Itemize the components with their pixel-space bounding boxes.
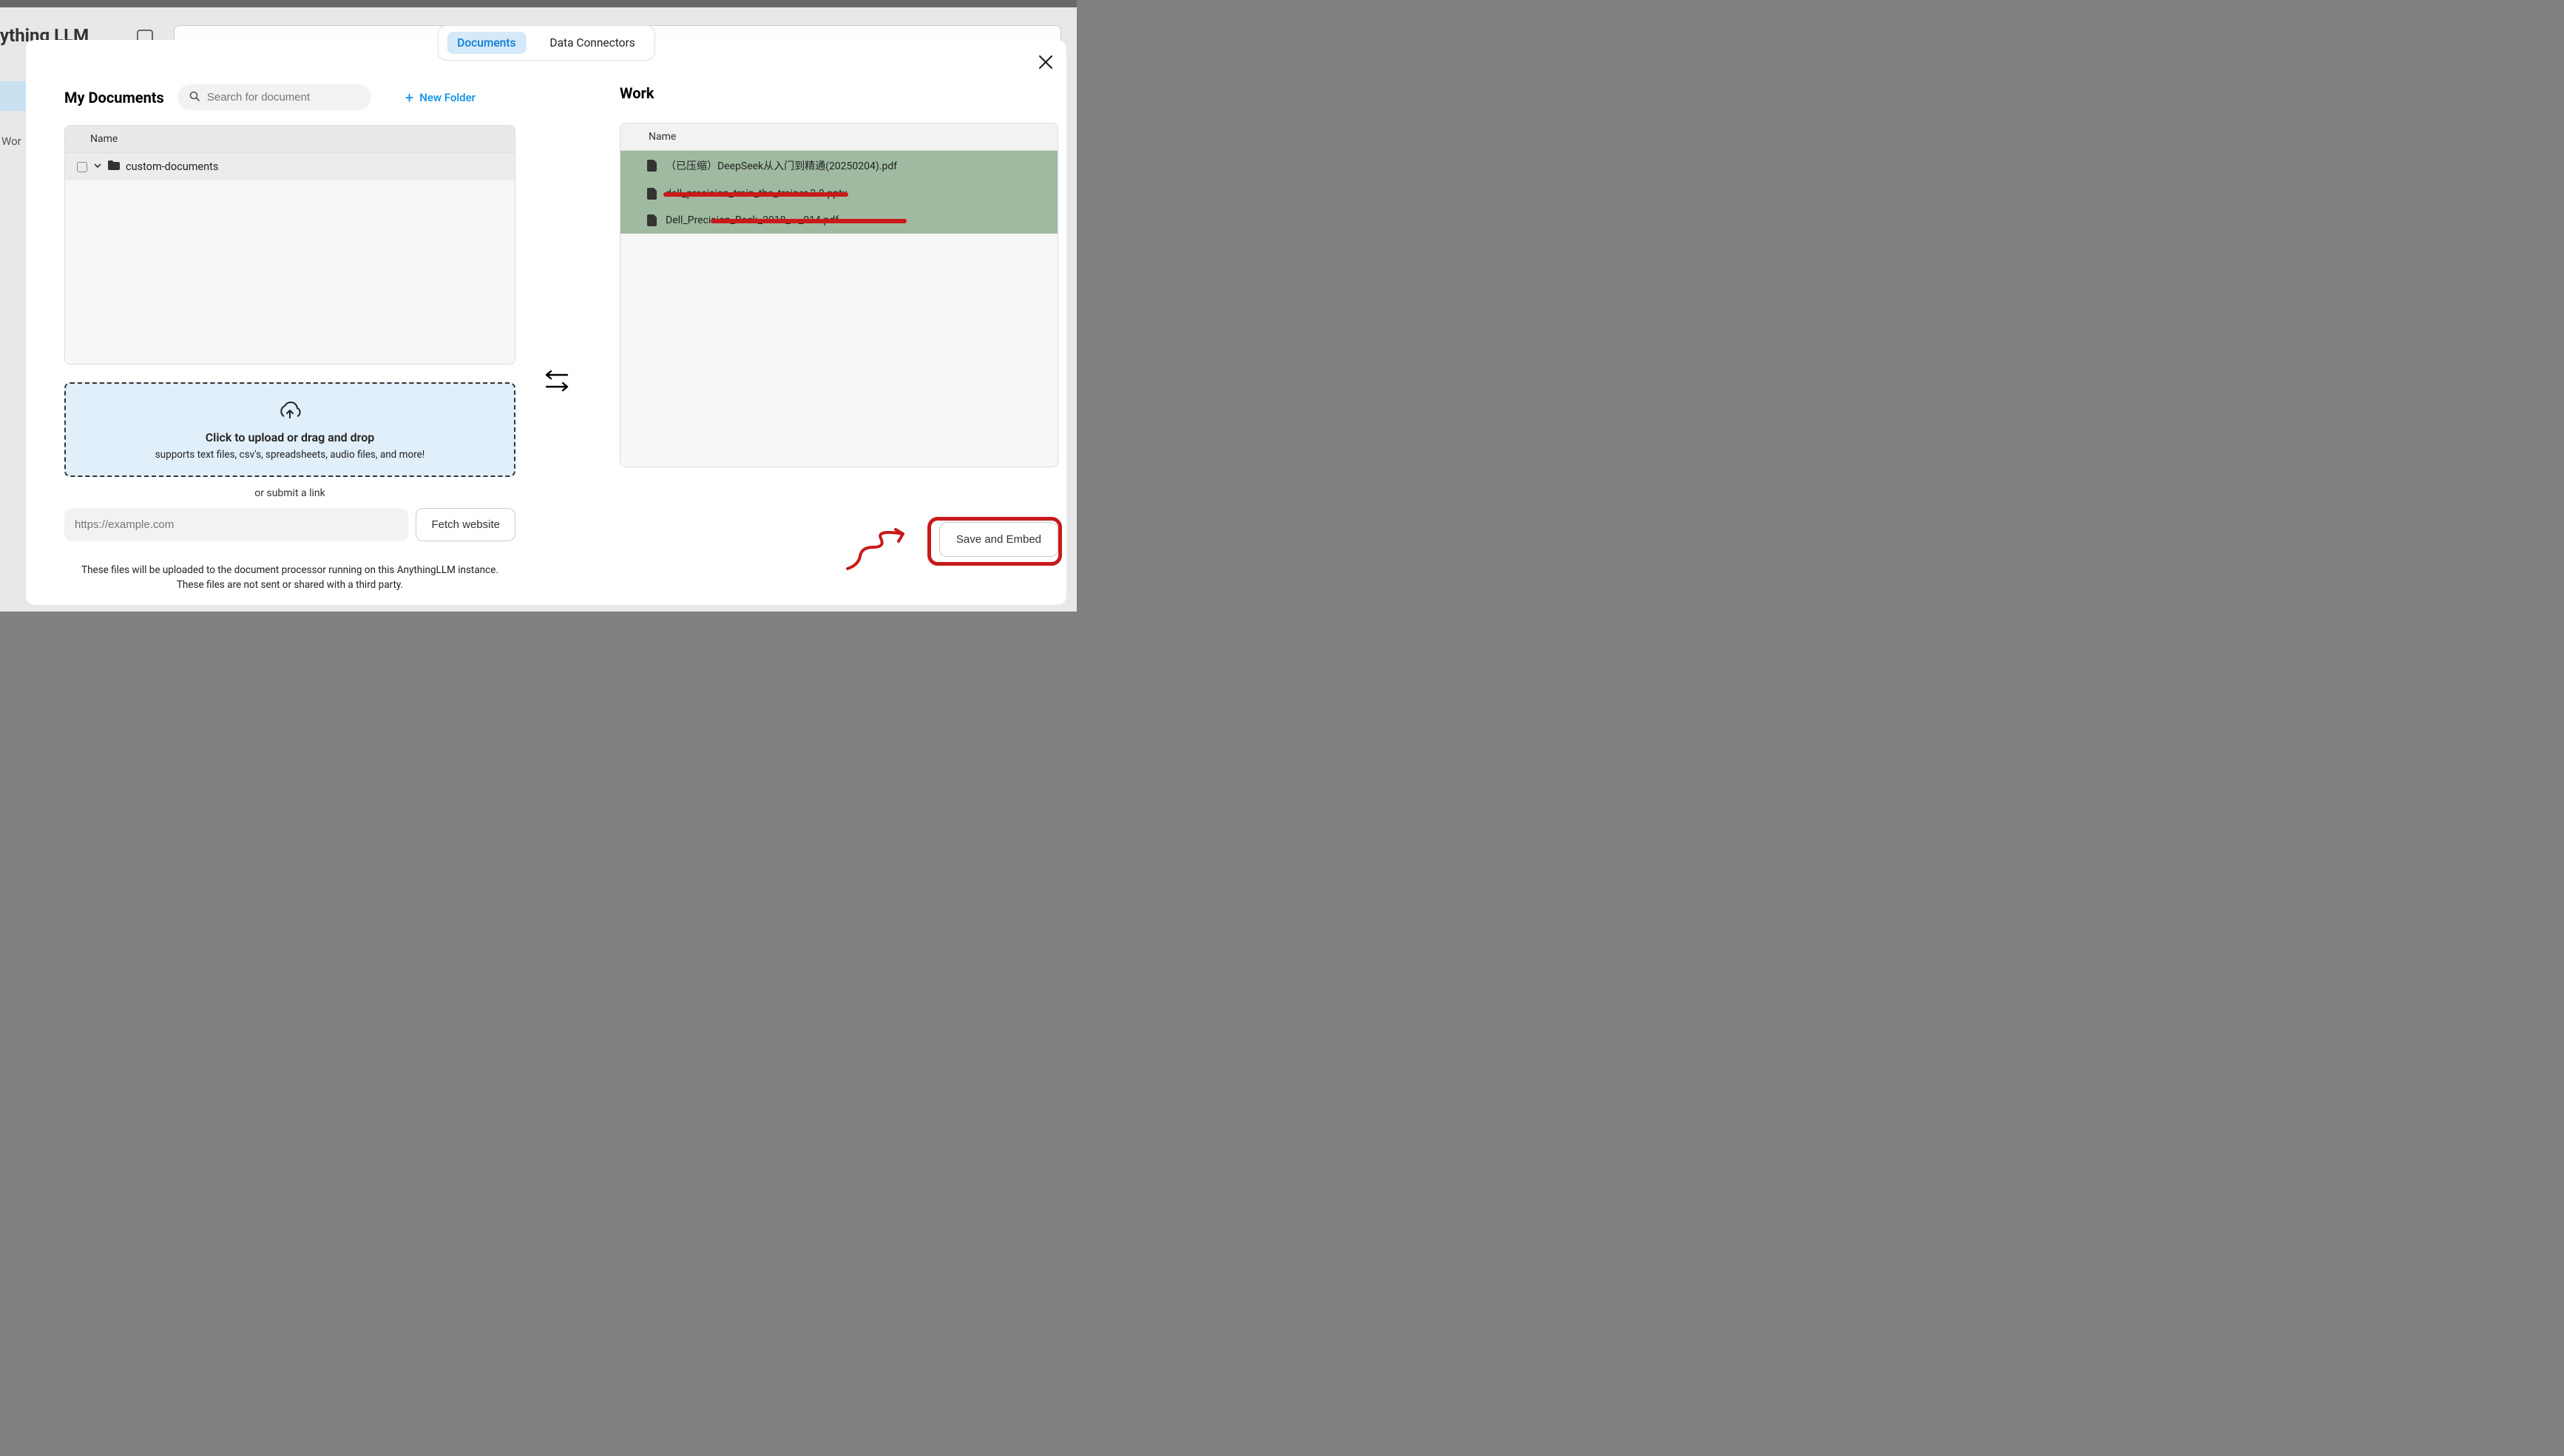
tab-data-connectors[interactable]: Data Connectors (539, 32, 645, 54)
documents-list: Name custom-documents (64, 125, 515, 365)
folder-checkbox[interactable] (77, 162, 87, 172)
redaction-mark (663, 192, 848, 197)
tab-documents[interactable]: Documents (447, 32, 526, 54)
new-folder-button[interactable]: + New Folder (405, 89, 476, 106)
workspace-file-name: （已压缩）DeepSeek从入门到精通(20250204).pdf (666, 158, 897, 173)
bg-sidebar-workspace-label: Wor (1, 135, 21, 148)
workspace-file-row[interactable]: Dell_Precision_Back_2018_..._014.pdf (620, 207, 1058, 234)
transfer-arrows-icon[interactable] (544, 369, 570, 393)
workspace-panel: Work Name （已压缩）DeepSeek从入门到精通(20250204).… (620, 84, 1058, 467)
file-icon (647, 160, 657, 172)
search-box[interactable] (177, 84, 371, 110)
upload-cloud-icon (73, 402, 507, 426)
upload-disclaimer: These files will be uploaded to the docu… (64, 563, 515, 592)
folder-icon (108, 160, 120, 173)
annotation-arrow (844, 528, 910, 572)
file-icon (647, 188, 657, 200)
new-folder-label: New Folder (419, 91, 476, 104)
tab-bar: Documents Data Connectors (437, 25, 655, 61)
upload-dropzone[interactable]: Click to upload or drag and drop support… (64, 382, 515, 477)
close-icon[interactable] (1038, 53, 1053, 74)
plus-icon: + (405, 89, 413, 106)
workspace-name-header: Name (620, 123, 1058, 151)
fetch-website-button[interactable]: Fetch website (416, 508, 515, 541)
folder-row[interactable]: custom-documents (65, 153, 515, 180)
my-documents-title: My Documents (64, 89, 164, 106)
search-input[interactable] (207, 91, 359, 104)
document-manager-modal: Documents Data Connectors My Documents +… (26, 40, 1066, 605)
url-input[interactable] (64, 508, 408, 541)
workspace-file-row[interactable]: dell_precision_train_the_trainer 2.8.ppt… (620, 180, 1058, 207)
dropzone-sub-text: supports text files, csv's, spreadsheets… (73, 449, 507, 461)
workspace-file-list: Name （已压缩）DeepSeek从入门到精通(20250204).pdf d… (620, 123, 1058, 467)
redaction-mark (711, 219, 907, 223)
folder-name: custom-documents (126, 160, 218, 173)
chevron-down-icon[interactable] (93, 161, 102, 173)
annotation-highlight-box (927, 517, 1062, 566)
or-submit-label: or submit a link (64, 487, 515, 499)
search-icon (189, 90, 200, 104)
dropzone-main-text: Click to upload or drag and drop (73, 430, 507, 444)
workspace-title: Work (620, 84, 1058, 102)
workspace-file-row[interactable]: （已压缩）DeepSeek从入门到精通(20250204).pdf (620, 151, 1058, 180)
my-documents-panel: My Documents + New Folder Name (64, 84, 515, 592)
file-icon (647, 214, 657, 226)
documents-name-header: Name (65, 126, 515, 153)
